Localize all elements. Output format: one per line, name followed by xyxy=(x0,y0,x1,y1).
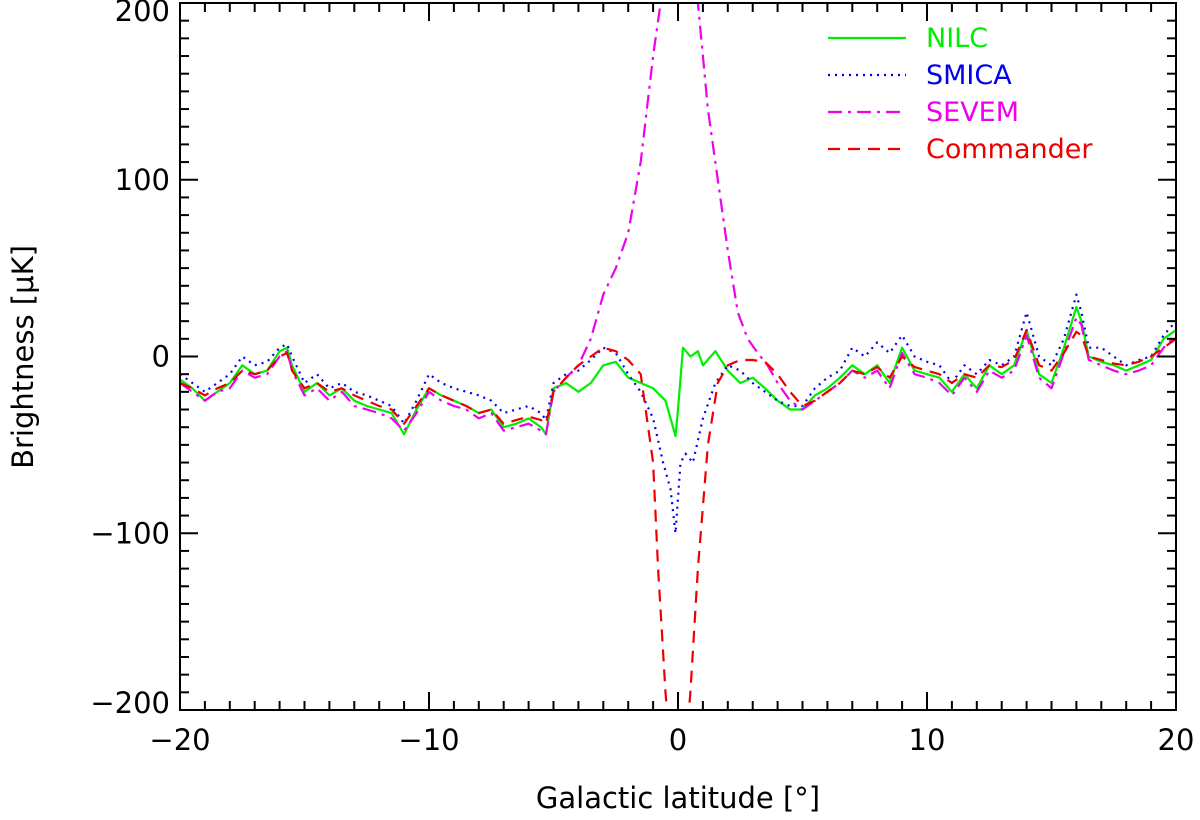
plot-frame xyxy=(179,2,1177,711)
legend: NILC SMICA SEVEM Commander xyxy=(828,23,1093,165)
x-axis-title: Galactic latitude [°] xyxy=(536,781,820,815)
legend-label-smica: SMICA xyxy=(926,60,1012,91)
x-tick-label: −10 xyxy=(398,723,459,757)
y-axis-title: Brightness [μK] xyxy=(6,245,40,469)
series-line-sevem xyxy=(180,3,1176,436)
y-tick-label: 100 xyxy=(115,163,170,197)
legend-label-sevem: SEVEM xyxy=(926,97,1019,128)
x-tick-label: 20 xyxy=(1158,723,1195,757)
legend-label-nilc: NILC xyxy=(926,23,988,54)
x-tick-label: 0 xyxy=(669,723,687,757)
series-layer xyxy=(180,3,1176,710)
legend-label-commander: Commander xyxy=(926,134,1093,165)
x-tick-label: −20 xyxy=(149,723,210,757)
y-tick-label: 0 xyxy=(152,340,170,374)
y-tick-label: 200 xyxy=(115,0,170,28)
x-tick-label: 10 xyxy=(909,723,946,757)
y-tick-label: −200 xyxy=(90,686,170,720)
series-line-nilc xyxy=(180,305,1176,438)
y-tick-label: −100 xyxy=(90,516,170,550)
